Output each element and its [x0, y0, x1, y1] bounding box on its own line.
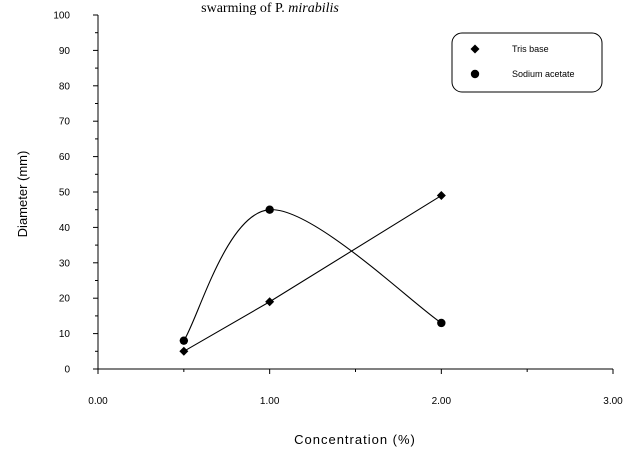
y-tick-label: 0: [64, 365, 70, 376]
y-tick-label: 70: [59, 117, 71, 128]
series-layer: [179, 191, 446, 356]
legend-label-tris-base: Tris base: [512, 44, 549, 54]
legend-marker-tris-base: [470, 44, 480, 54]
x-tick-label: 2.00: [432, 396, 452, 407]
y-tick-label: 20: [59, 294, 71, 305]
data-point-tris-base: [179, 346, 189, 356]
data-point-sodium-acetate: [437, 318, 446, 328]
axes: 0 10 20 30 40 50 60 70 80 90 100 0.00 1.00 2.00 3.00: [53, 11, 623, 408]
y-tick-label: 60: [59, 152, 71, 163]
data-point-sodium-acetate: [179, 336, 189, 345]
data-point-sodium-acetate: [265, 205, 274, 214]
x-tick-label: 0.00: [88, 396, 108, 407]
chart-title-prefix: swarming of P.: [201, 1, 288, 16]
y-axis-title: Diameter (mm): [15, 151, 30, 238]
y-tick-label: 100: [53, 11, 70, 22]
y-tick-label: 30: [59, 258, 71, 269]
y-tick-label: 80: [59, 81, 71, 92]
chart-title-italic: mirabilis: [288, 1, 339, 16]
x-tick-label: 3.00: [603, 396, 623, 407]
data-point-tris-base: [436, 191, 446, 201]
x-axis-title: Concentration (%): [294, 432, 416, 447]
y-tick-label: 50: [59, 188, 71, 199]
series-line-tris-base: [183, 195, 442, 352]
legend: Tris base Sodium acetate: [451, 32, 603, 93]
legend-marker-sodium-acetate: [470, 69, 480, 79]
y-tick-label: 90: [59, 46, 71, 57]
legend-label-sodium-acetate: Sodium acetate: [512, 69, 575, 79]
y-tick-label: 40: [59, 223, 71, 234]
chart-title: swarming of P. mirabilis: [201, 1, 339, 16]
y-tick-label: 10: [59, 329, 71, 340]
legend-box: [451, 32, 603, 93]
data-point-tris-base: [265, 297, 275, 307]
x-tick-label: 1.00: [260, 396, 280, 407]
